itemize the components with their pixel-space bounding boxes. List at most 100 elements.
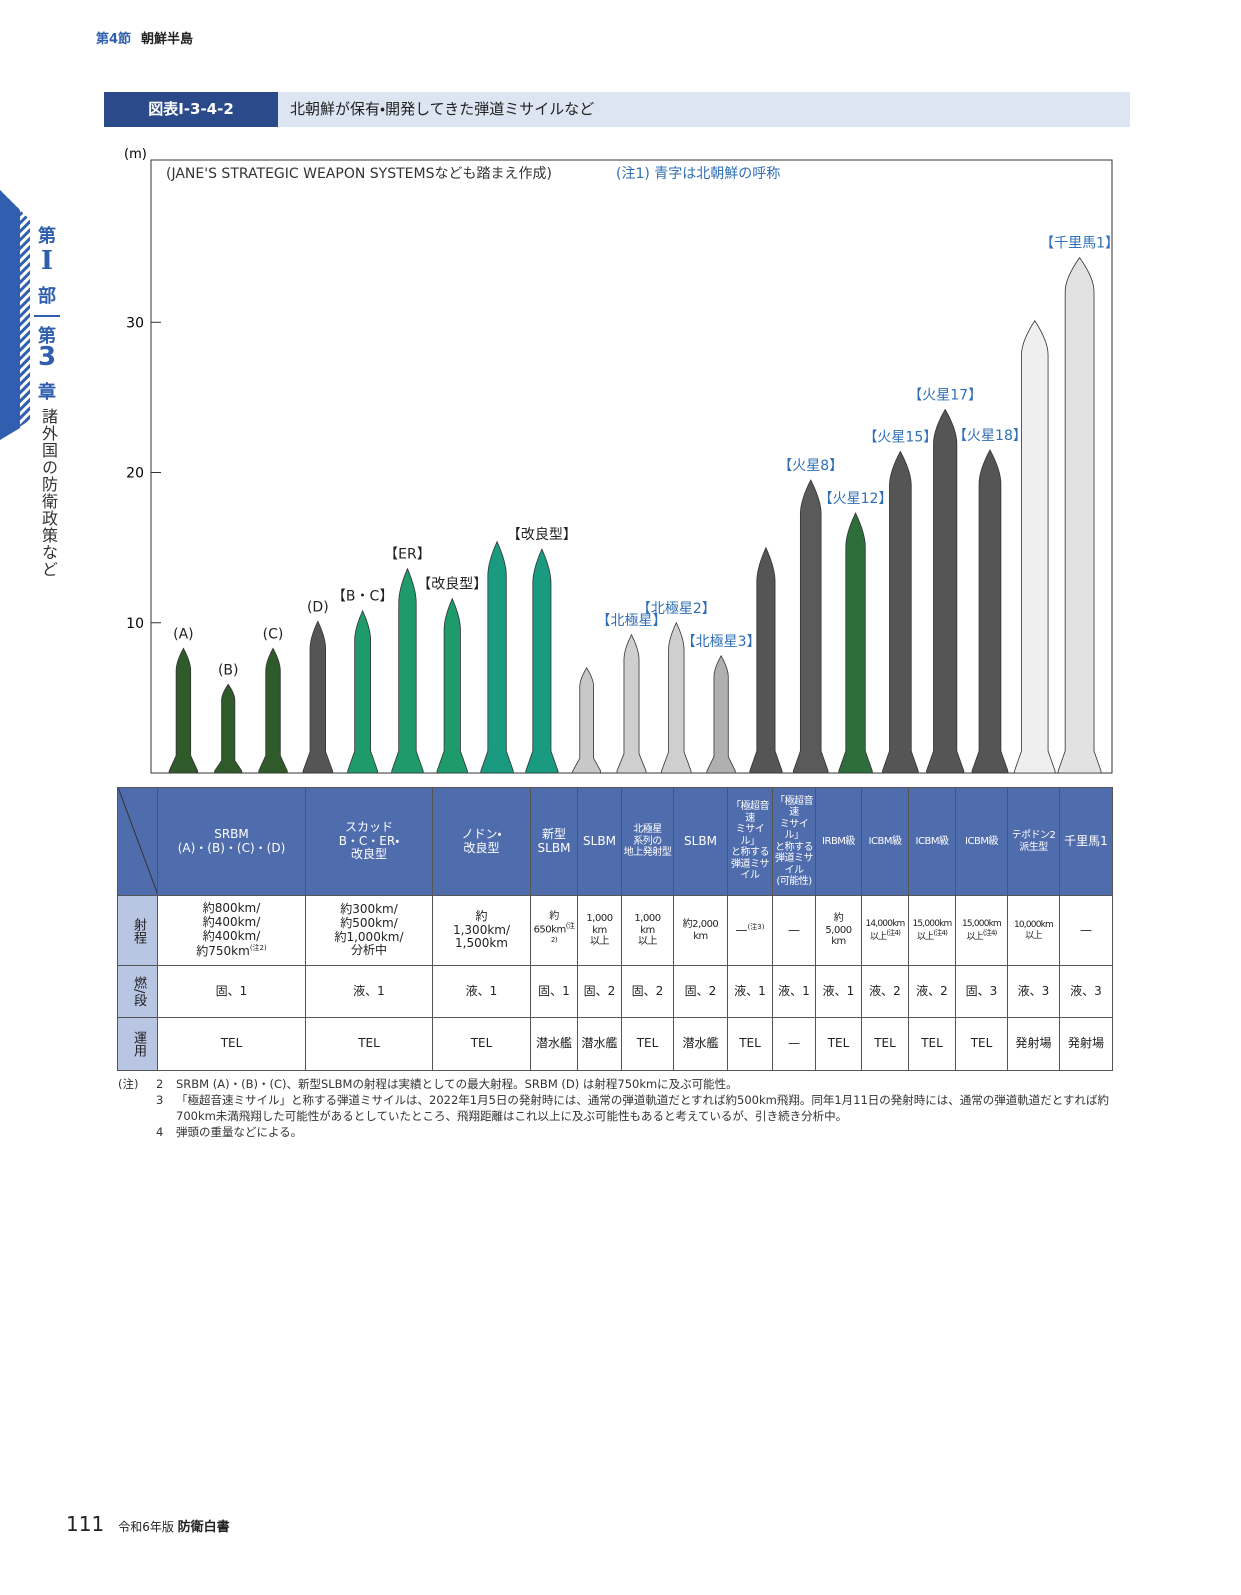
missile-label: 【北極星2】 [637,601,716,617]
y-tick-label: 10 [126,616,144,632]
table-cell: 潜水艦 [673,1017,728,1071]
y-tick-label: 20 [126,466,144,482]
table-cell: 約300km/ 約500km/ 約1,000km/ 分析中 [305,895,433,966]
cell-text: 約800km/ 約400km/ 約400km/ 約750km [196,901,261,958]
table-cell: 固、2 [621,965,674,1018]
table-cell: TEL [908,1017,956,1071]
cell-text: 14,000km 以上 [865,918,905,942]
corner-cell [117,787,158,896]
note: 3 「極超音速ミサイル」と称する弾道ミサイルは、2022年1月5日の発射時には、通… [118,1092,1118,1124]
table-cell: 液、1 [727,965,773,1018]
part-prefix: 第 [38,226,56,247]
note-prefix: (注) [118,1077,139,1091]
column-header: ICBM級 [955,787,1008,896]
missile [302,620,334,774]
cell-note: (注4) [982,929,998,937]
missile-label: 【火星15】 [863,429,937,445]
table-cell: 潜水艦 [530,1017,578,1071]
tab-stripes [0,190,60,440]
table-cell: 14,000km 以上(注4) [861,895,909,966]
column-header: 北極星 系列の 地上発射型 [621,787,674,896]
table-cell: 潜水艦 [577,1017,622,1071]
table-cell: 約2,000 km [673,895,728,966]
header-row: SRBM (A)・(B)・(C)・(D) スカッド B・C・ER・ 改良型 ノドン・… [117,787,1113,896]
column-header: ICBM級 [861,787,909,896]
note-text: SRBM (A)・(B)・(C)、新型SLBMの射程は実績としての最大射程。SR… [176,1077,738,1091]
row-header: 運用 [117,1017,158,1071]
table-cell: 液、2 [861,965,909,1018]
missile [792,479,829,774]
table-cell: 15,000km 以上(注4) [908,895,956,966]
table-cell: 約800km/ 約400km/ 約400km/ 約750km(注2) [157,895,306,966]
column-header: SLBM [577,787,622,896]
cell-note: (注2) [249,943,267,952]
chart: (m) (JANE'S STRATEGIC WEAPON SYSTEMSなども踏… [124,147,1119,774]
book-title: 防衛白書 [177,1520,230,1535]
table-cell: —(注3) [727,895,773,966]
note-prefix [118,1092,156,1124]
table-row: 運用 TEL TEL TEL 潜水艦 潜水艦 TEL 潜水艦 TEL — TEL TEL TEL TEL 発… [117,1017,1113,1071]
missile-label: (B) [218,662,239,678]
edition: 令和6年版 [118,1520,174,1534]
cell-text: — [735,923,748,938]
chapter-suffix: 章 [38,382,56,403]
column-header: テポドン2 派生型 [1007,787,1060,896]
part-number: I [40,246,54,276]
table-cell: 約 1,300km/ 1,500km [432,895,531,966]
y-unit: (m) [124,147,147,162]
note-prefix [118,1124,156,1140]
column-header: 千里馬1 [1059,787,1113,896]
table-cell: 15,000km 以上(注4) [955,895,1008,966]
table-cell: TEL [861,1017,909,1071]
table-cell: — [772,1017,816,1071]
part-suffix: 部 [38,286,56,307]
cell-note: (注4) [933,929,948,937]
table-cell: TEL [157,1017,306,1071]
missile [882,450,919,774]
table-cell: 発射場 [1059,1017,1113,1071]
note-text: 弾頭の重量などによる。 [176,1125,303,1140]
column-header: SRBM (A)・(B)・(C)・(D) [157,787,306,896]
source-note: (JANE'S STRATEGIC WEAPON SYSTEMSなども踏まえ作成… [166,166,552,182]
missile-label: 【火星8】 [778,458,843,474]
missile-label: 【北極星】 [597,613,667,629]
missile-label: 【北極星3】 [682,634,761,650]
cell-note: (注2) [550,922,575,945]
table-cell: 液、3 [1059,965,1113,1018]
missile [838,512,873,774]
missile [661,621,692,774]
missile [347,609,379,774]
missile [749,546,783,774]
section: 第4節 [96,32,132,47]
table-cell: 液、3 [1007,965,1060,1018]
table-cell: 固、3 [955,965,1008,1018]
note-number: 4 [156,1125,164,1140]
note: 4 弾頭の重量などによる。 [118,1124,1118,1140]
table-cell: TEL [305,1017,433,1071]
row-header: 燃/段 [117,965,158,1018]
note-text: 「極超音速ミサイル」と称する弾道ミサイルは、2022年1月5日の発射時には、通常… [176,1093,1109,1124]
table-cell: 固、1 [157,965,306,1018]
column-header: ノドン・ 改良型 [432,787,531,896]
table-cell: 液、1 [305,965,433,1018]
table-cell: TEL [955,1017,1008,1071]
missile [525,548,559,774]
running-header: 第4節 朝鮮半島 [96,28,193,47]
note-number: 3 [156,1093,164,1108]
missile [168,647,199,774]
table-cell: 10,000km 以上 [1007,895,1060,966]
table-cell: TEL [432,1017,531,1071]
note-number: 2 [156,1077,164,1091]
chapter: 朝鮮半島 [141,32,194,47]
column-header: IRBM級 [815,787,862,896]
table-cell: 液、1 [772,965,816,1018]
note: (注) 2 SRBM (A)・(B)・(C)、新型SLBMの射程は実績としての最大射… [118,1076,1118,1092]
missile-label: 【火星18】 [953,428,1027,444]
missile [572,667,602,774]
column-header: スカッド B・C・ER・ 改良型 [305,787,433,896]
missile-label: 【ER】 [384,547,431,563]
missile [480,540,514,774]
table-cell: 固、2 [673,965,728,1018]
cell-text: 約 650km [533,910,567,936]
table-cell: 約 650km(注2) [530,895,578,966]
